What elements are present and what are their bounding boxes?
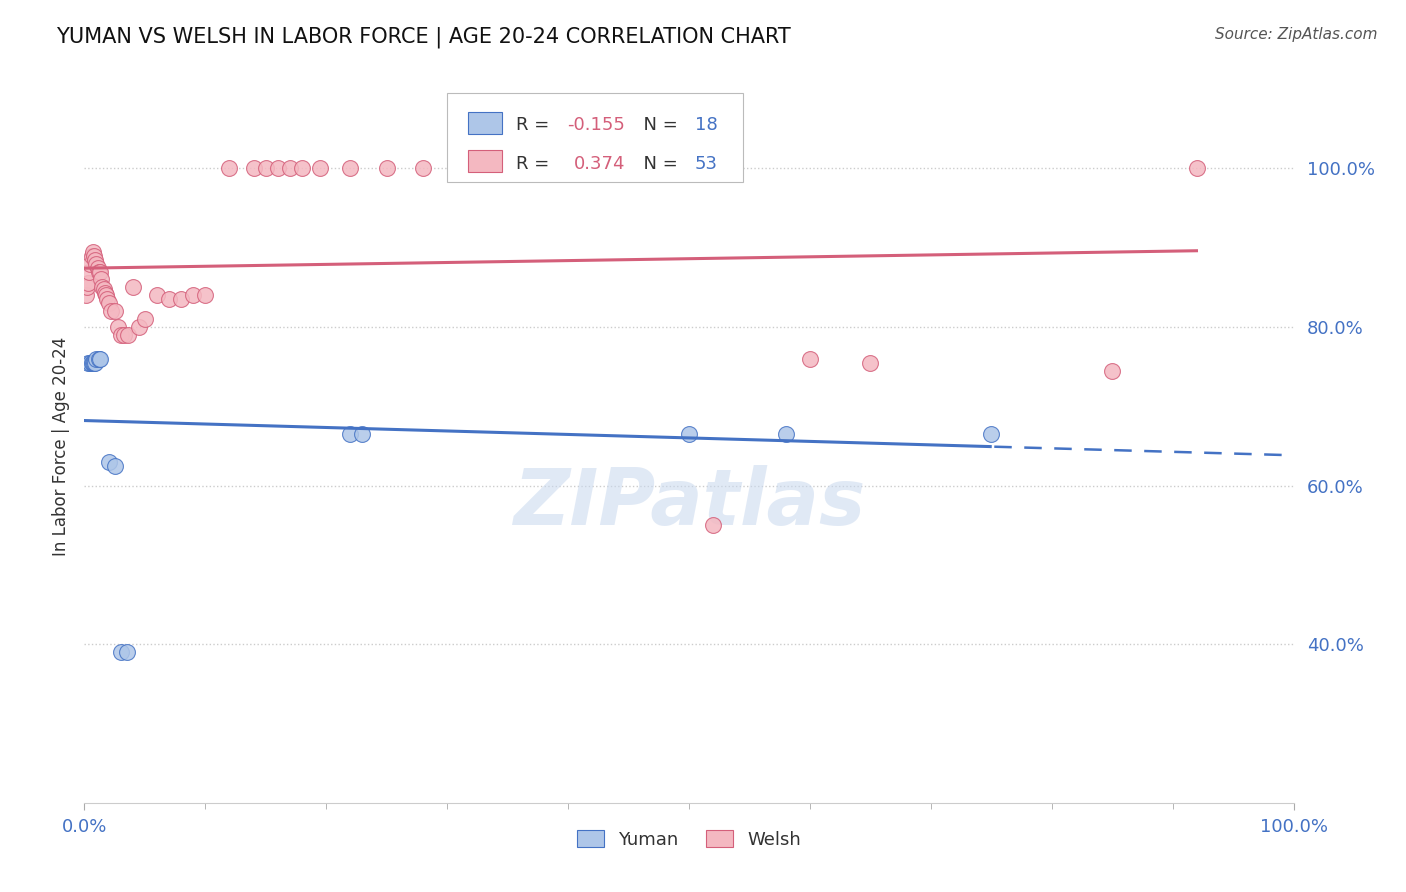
- Text: R =: R =: [516, 154, 561, 173]
- FancyBboxPatch shape: [468, 112, 502, 134]
- Text: 53: 53: [695, 154, 718, 173]
- Point: [309, 161, 332, 176]
- Point: [146, 288, 169, 302]
- Point: [91, 280, 114, 294]
- Text: R =: R =: [516, 116, 555, 134]
- Point: [1101, 364, 1123, 378]
- Point: [859, 356, 882, 370]
- Point: [339, 427, 361, 442]
- Point: [80, 249, 103, 263]
- Point: [242, 161, 264, 176]
- Point: [87, 351, 110, 366]
- Point: [82, 356, 104, 370]
- Point: [84, 356, 107, 370]
- Point: [90, 272, 112, 286]
- Point: [94, 288, 117, 302]
- Point: [89, 351, 111, 366]
- Point: [77, 277, 100, 291]
- Text: 18: 18: [695, 116, 717, 134]
- Point: [278, 161, 301, 176]
- Point: [460, 161, 482, 176]
- Point: [86, 260, 108, 275]
- Point: [980, 427, 1002, 442]
- Text: Source: ZipAtlas.com: Source: ZipAtlas.com: [1215, 27, 1378, 42]
- Text: YUMAN VS WELSH IN LABOR FORCE | AGE 20-24 CORRELATION CHART: YUMAN VS WELSH IN LABOR FORCE | AGE 20-2…: [56, 27, 792, 48]
- Point: [134, 312, 156, 326]
- Point: [654, 161, 676, 176]
- Point: [77, 264, 100, 278]
- Point: [291, 161, 314, 176]
- Point: [76, 280, 98, 294]
- Point: [97, 296, 120, 310]
- Text: ZIPatlas: ZIPatlas: [513, 465, 865, 541]
- Point: [412, 161, 434, 176]
- Point: [678, 427, 700, 442]
- Text: N =: N =: [633, 154, 683, 173]
- Y-axis label: In Labor Force | Age 20-24: In Labor Force | Age 20-24: [52, 336, 70, 556]
- Point: [75, 288, 97, 302]
- Point: [581, 161, 603, 176]
- Point: [1185, 161, 1208, 176]
- Legend: Yuman, Welsh: Yuman, Welsh: [568, 822, 810, 858]
- Point: [128, 320, 150, 334]
- Point: [84, 252, 107, 267]
- Point: [97, 455, 120, 469]
- Point: [157, 293, 180, 307]
- Point: [83, 249, 105, 263]
- Point: [110, 645, 132, 659]
- Point: [170, 293, 193, 307]
- Point: [194, 288, 217, 302]
- Point: [83, 356, 105, 370]
- Point: [117, 328, 139, 343]
- Point: [218, 161, 240, 176]
- Point: [77, 356, 100, 370]
- Point: [94, 285, 117, 300]
- Point: [89, 264, 111, 278]
- Point: [93, 282, 115, 296]
- Point: [100, 304, 122, 318]
- Point: [375, 161, 398, 176]
- FancyBboxPatch shape: [447, 93, 744, 182]
- Point: [775, 427, 797, 442]
- Point: [702, 518, 724, 533]
- Point: [110, 328, 132, 343]
- Point: [104, 458, 127, 473]
- Point: [79, 356, 101, 370]
- Point: [339, 161, 361, 176]
- Text: N =: N =: [633, 116, 683, 134]
- Point: [107, 320, 129, 334]
- Point: [254, 161, 277, 176]
- Point: [112, 328, 135, 343]
- Point: [80, 356, 103, 370]
- Point: [96, 293, 118, 307]
- Point: [352, 427, 374, 442]
- Point: [104, 304, 127, 318]
- Point: [86, 257, 108, 271]
- Point: [181, 288, 204, 302]
- FancyBboxPatch shape: [468, 150, 502, 172]
- Point: [79, 257, 101, 271]
- Point: [115, 645, 138, 659]
- Point: [533, 161, 555, 176]
- Point: [121, 280, 143, 294]
- Point: [267, 161, 290, 176]
- Point: [87, 264, 110, 278]
- Text: 0.374: 0.374: [574, 154, 626, 173]
- Point: [799, 351, 821, 366]
- Point: [82, 244, 104, 259]
- Text: -0.155: -0.155: [567, 116, 624, 134]
- Point: [86, 351, 108, 366]
